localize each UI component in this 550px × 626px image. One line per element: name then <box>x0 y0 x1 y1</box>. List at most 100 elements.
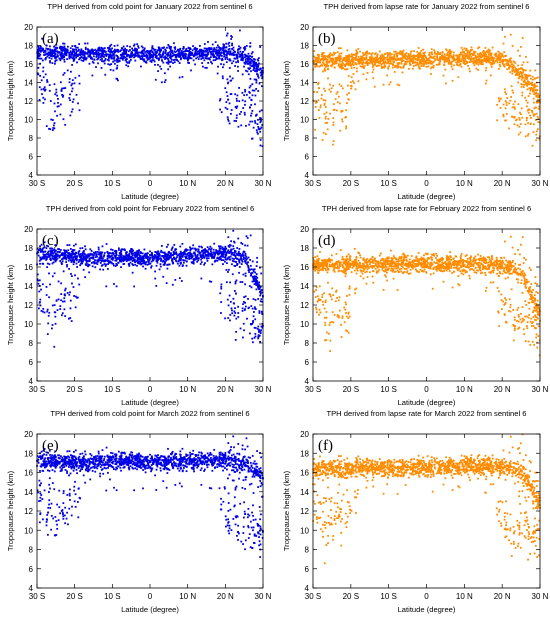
data-point <box>500 53 502 55</box>
outlier-point <box>505 100 507 102</box>
outlier-point <box>519 112 521 114</box>
data-point <box>102 245 104 247</box>
outlier-point <box>245 295 247 297</box>
outlier-point <box>526 119 528 121</box>
outlier-point <box>260 329 262 331</box>
data-point <box>156 253 158 255</box>
outlier-point <box>325 106 327 108</box>
data-point <box>532 76 534 78</box>
data-point <box>171 260 173 262</box>
outlier-point <box>353 73 355 75</box>
data-point <box>89 258 91 260</box>
data-point <box>158 59 160 61</box>
data-point <box>86 254 88 256</box>
data-point <box>190 52 192 54</box>
data-point <box>105 55 107 57</box>
outlier-point <box>536 130 538 132</box>
data-point <box>157 70 159 72</box>
outlier-point <box>500 98 502 100</box>
data-point <box>127 258 129 260</box>
data-point <box>119 254 121 256</box>
data-point <box>44 251 46 253</box>
data-point <box>69 58 71 60</box>
data-point <box>192 49 194 51</box>
data-point <box>92 51 94 53</box>
outlier-point <box>52 324 54 326</box>
data-point <box>116 285 118 287</box>
data-point <box>494 60 496 62</box>
data-point <box>226 259 228 261</box>
data-point <box>166 47 168 49</box>
data-point <box>519 75 521 77</box>
data-point <box>519 55 521 57</box>
data-point <box>477 56 479 58</box>
outlier-point <box>41 89 43 91</box>
x-tick-label: 10 S <box>380 179 396 188</box>
data-point <box>68 260 70 262</box>
data-point <box>535 276 537 278</box>
data-point <box>423 58 425 60</box>
data-point <box>71 251 73 253</box>
outlier-point <box>243 301 245 303</box>
outlier-point <box>238 100 240 102</box>
outlier-point <box>533 131 535 133</box>
data-point <box>166 282 168 284</box>
data-point <box>355 57 357 59</box>
data-point <box>247 261 249 263</box>
data-point <box>358 56 360 58</box>
outlier-point <box>220 301 222 303</box>
outlier-point <box>339 130 341 132</box>
data-point <box>53 261 55 263</box>
data-point <box>358 80 360 82</box>
data-point <box>530 78 532 80</box>
data-point <box>384 64 386 66</box>
outlier-point <box>332 124 334 126</box>
outlier-point <box>224 87 226 89</box>
data-point <box>406 61 408 63</box>
outlier-point <box>42 67 44 69</box>
x-tick-label: 10 N <box>456 179 473 188</box>
data-point <box>360 65 362 67</box>
data-point <box>111 55 113 57</box>
data-point <box>226 252 228 254</box>
data-point <box>103 56 105 58</box>
data-point <box>196 48 198 50</box>
outlier-point <box>329 113 331 115</box>
data-point <box>174 61 176 63</box>
data-point <box>356 52 358 54</box>
data-point <box>42 60 44 62</box>
data-point <box>509 66 511 68</box>
data-point <box>383 67 385 69</box>
outlier-point <box>54 304 56 306</box>
data-point <box>439 56 441 58</box>
y-tick-label: 8 <box>305 134 310 143</box>
data-point <box>131 256 133 258</box>
data-point <box>107 63 109 65</box>
data-point <box>462 57 464 59</box>
data-point <box>47 48 49 50</box>
x-tick-label: 30 S <box>29 179 45 188</box>
data-point <box>244 89 246 91</box>
data-point <box>113 253 115 255</box>
data-point <box>230 38 232 40</box>
data-point <box>234 290 236 292</box>
data-point <box>206 67 208 69</box>
data-point <box>471 53 473 55</box>
data-point <box>333 52 335 54</box>
data-point <box>64 48 66 50</box>
data-point <box>525 100 527 102</box>
outlier-point <box>498 97 500 99</box>
data-point <box>336 59 338 61</box>
data-point <box>205 57 207 59</box>
data-point <box>73 263 75 265</box>
data-point <box>207 62 209 64</box>
data-point <box>392 67 394 69</box>
data-point <box>246 63 248 65</box>
y-axis-label: Tropopause height (km) <box>6 60 15 141</box>
data-point <box>39 263 41 265</box>
data-point <box>247 61 249 63</box>
data-point <box>414 62 416 64</box>
data-point <box>490 75 492 77</box>
data-point <box>246 235 248 237</box>
